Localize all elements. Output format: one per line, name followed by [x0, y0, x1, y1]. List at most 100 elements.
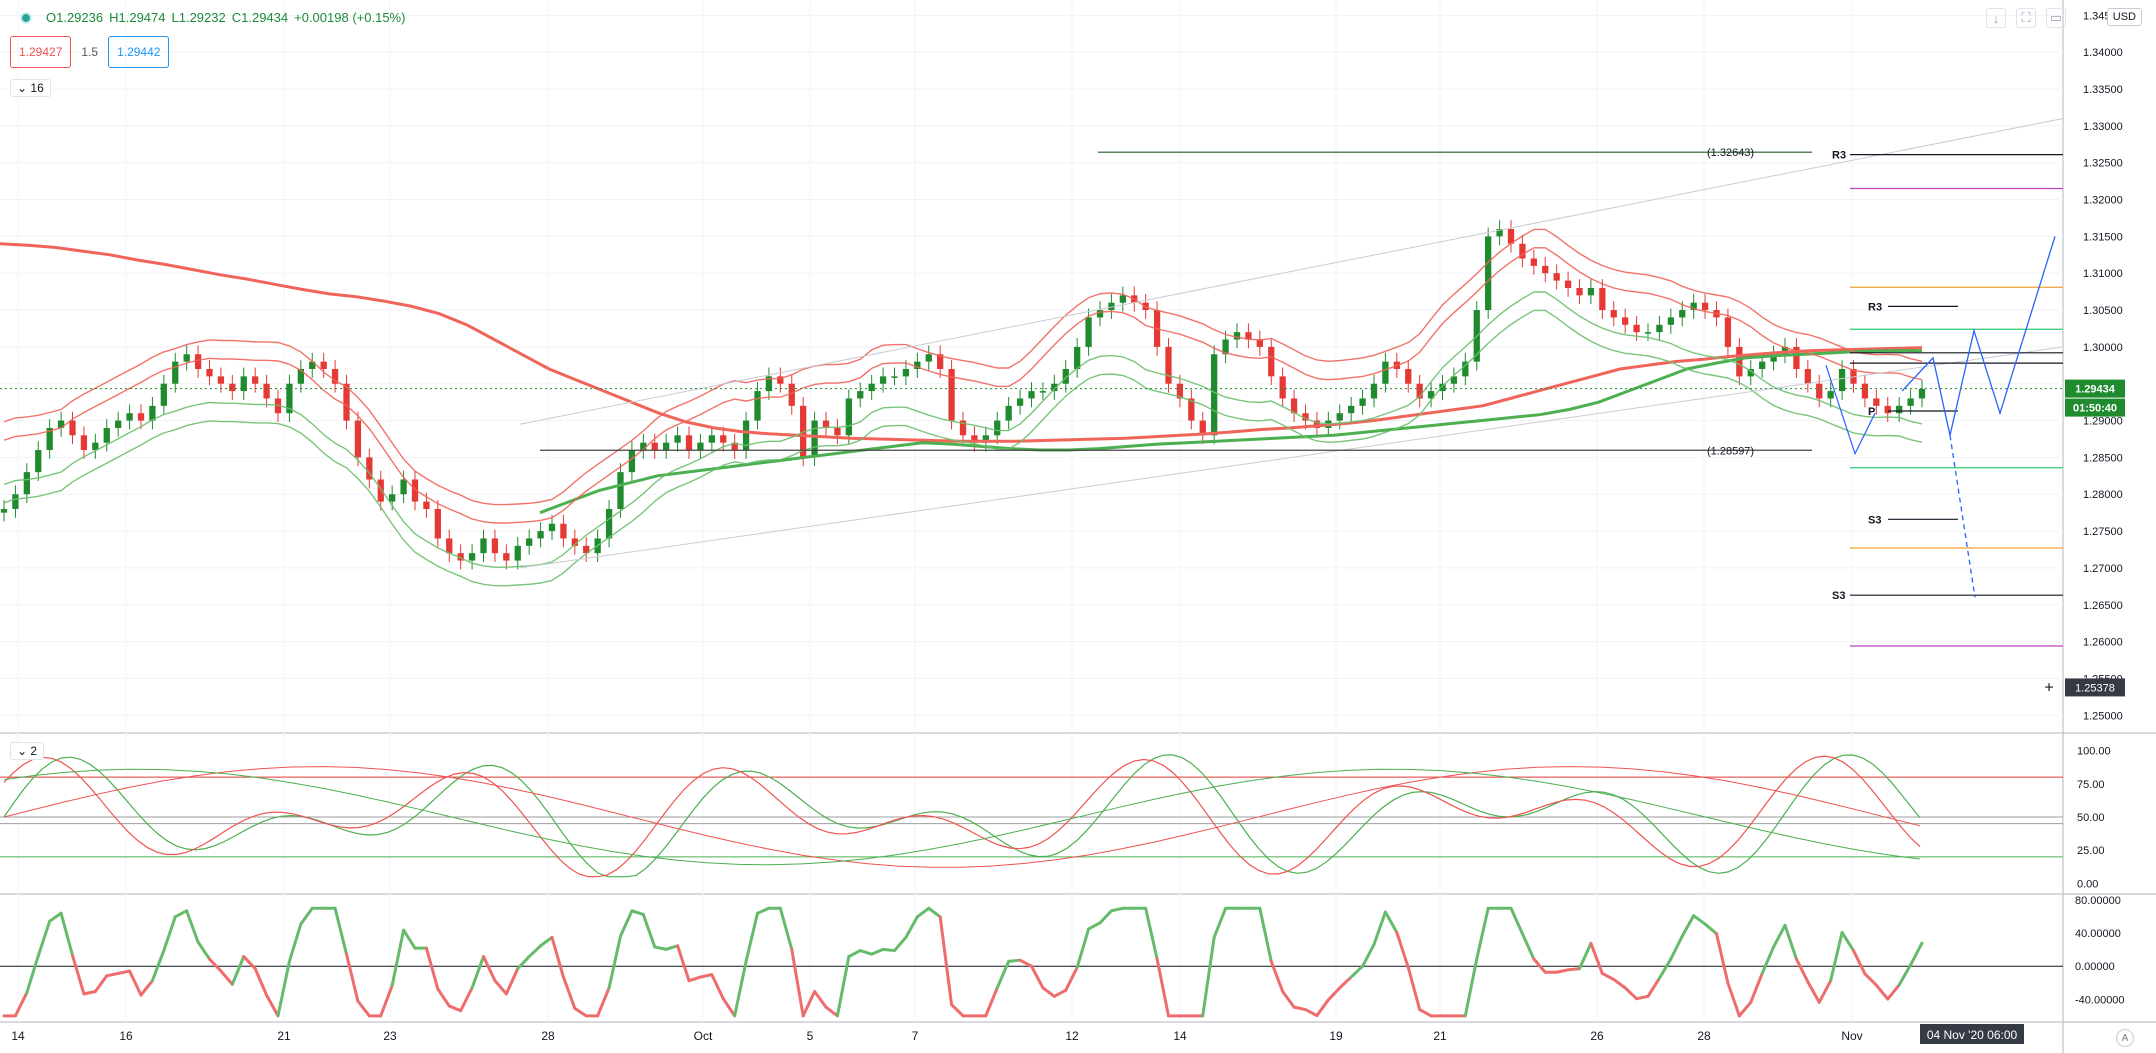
momentum-segment: [1555, 968, 1570, 974]
momentum-segment: [1578, 941, 1593, 971]
momentum-segment: [1383, 910, 1399, 935]
candle-body: [1165, 346, 1172, 384]
candle-body: [149, 405, 156, 421]
momentum-segment: [1566, 967, 1581, 972]
candle-body: [583, 545, 590, 554]
momentum-segment: [1852, 949, 1867, 976]
currency-button[interactable]: USD: [2106, 8, 2142, 26]
momentum-segment: [1064, 965, 1079, 992]
candle-body: [514, 545, 521, 561]
auto-scale-button[interactable]: A: [2116, 1029, 2134, 1047]
candle-body: [834, 427, 841, 436]
momentum-segment: [1829, 931, 1844, 983]
momentum-segment: [824, 1005, 839, 1018]
pivot-label: P: [1868, 406, 1875, 418]
candle-body: [1370, 383, 1378, 399]
momentum-segment: [721, 997, 737, 1018]
candle-body: [377, 479, 384, 502]
x-tick-label: 12: [1065, 1029, 1079, 1043]
arrow-down-icon[interactable]: ↓: [1986, 8, 2006, 28]
momentum-segment: [1749, 971, 1764, 1004]
candle-body: [902, 369, 910, 377]
candle-body: [137, 413, 145, 421]
candle-body: [628, 450, 636, 473]
osc-tick-label: 25.00: [2077, 845, 2105, 857]
oscillator-toggle-button[interactable]: ⌄ 2: [10, 742, 45, 760]
x-tick-label: 14: [1173, 1029, 1187, 1043]
candle-body: [1747, 369, 1754, 377]
momentum-segment: [1806, 980, 1821, 1004]
candle-body: [1268, 346, 1275, 377]
candle-body: [1222, 339, 1229, 355]
candle-body: [1610, 310, 1617, 318]
time-tag: [1920, 1024, 2024, 1044]
candle-body: [1416, 383, 1423, 399]
y-tick-label: 1.33000: [2083, 121, 2123, 133]
momentum-tick-label: 80.00000: [2075, 895, 2121, 907]
change-value: +0.00198 (+0.15%): [294, 10, 406, 25]
momentum-segment: [1395, 931, 1410, 969]
momentum-segment: [938, 915, 954, 1007]
momentum-segment: [230, 955, 246, 986]
candle-body: [1553, 273, 1560, 281]
maximize-icon[interactable]: ⛶: [2016, 8, 2036, 28]
candle-body: [297, 369, 304, 384]
momentum-segment: [893, 935, 908, 953]
candle-body: [1290, 398, 1298, 414]
candle-body: [389, 494, 396, 502]
momentum-segment: [1030, 964, 1045, 990]
x-tick-label: 28: [541, 1029, 555, 1043]
projection-line-down: [1949, 435, 1976, 598]
candle-body: [560, 523, 567, 539]
momentum-segment: [1657, 957, 1673, 980]
momentum-segment: [139, 979, 154, 997]
momentum-segment: [1680, 914, 1696, 938]
momentum-segment: [1794, 957, 1810, 984]
candle-body: [720, 435, 727, 443]
momentum-segment: [1646, 976, 1661, 998]
candle-body: [1542, 265, 1549, 274]
candle-body: [468, 553, 476, 561]
candle-body: [503, 553, 510, 561]
momentum-segment: [1520, 932, 1536, 961]
x-tick-label: 19: [1329, 1029, 1343, 1043]
candle-body: [1827, 391, 1834, 399]
x-tick-label: Nov: [1841, 1029, 1862, 1043]
indicators-toggle-button[interactable]: ⌄ 16: [10, 79, 51, 97]
candle-body: [1690, 302, 1697, 311]
momentum-segment: [1041, 986, 1056, 998]
candle-body: [571, 538, 578, 546]
candle-body: [423, 501, 430, 509]
x-tick-label: Oct: [694, 1029, 713, 1043]
momentum-segment: [1760, 945, 1776, 975]
candle-body: [1211, 354, 1218, 436]
sell-button[interactable]: 1.29427: [10, 36, 72, 68]
x-tick-label: 14: [11, 1029, 25, 1043]
momentum-segment: [1726, 981, 1741, 1018]
candle-body: [457, 553, 464, 561]
candle-body: [731, 442, 738, 451]
projection-line-past: [1825, 365, 1876, 456]
osc-fast-line: [3, 754, 1921, 878]
momentum-segment: [1372, 910, 1387, 947]
candle-body: [183, 354, 190, 362]
crosshair-price-tag: [2065, 678, 2125, 697]
candle-body: [857, 391, 864, 399]
level-label: (1.28597): [1707, 445, 1754, 457]
momentum-segment: [1715, 932, 1730, 985]
pivot-label: R3: [1868, 301, 1882, 313]
candle-body: [309, 361, 316, 369]
lower-band-inner: [3, 291, 1923, 568]
window-icon[interactable]: ▭: [2046, 8, 2066, 28]
candle-body: [1028, 391, 1035, 399]
buy-button[interactable]: 1.29442: [108, 36, 170, 68]
series-line: [539, 349, 1922, 515]
y-tick-label: 1.27000: [2083, 563, 2123, 575]
candle-body: [366, 457, 373, 480]
candle-body: [1496, 229, 1503, 237]
momentum-segment: [1635, 994, 1650, 1001]
candle-body: [1108, 302, 1115, 311]
momentum-segment: [881, 947, 896, 953]
spread-value: 1.5: [81, 45, 99, 59]
